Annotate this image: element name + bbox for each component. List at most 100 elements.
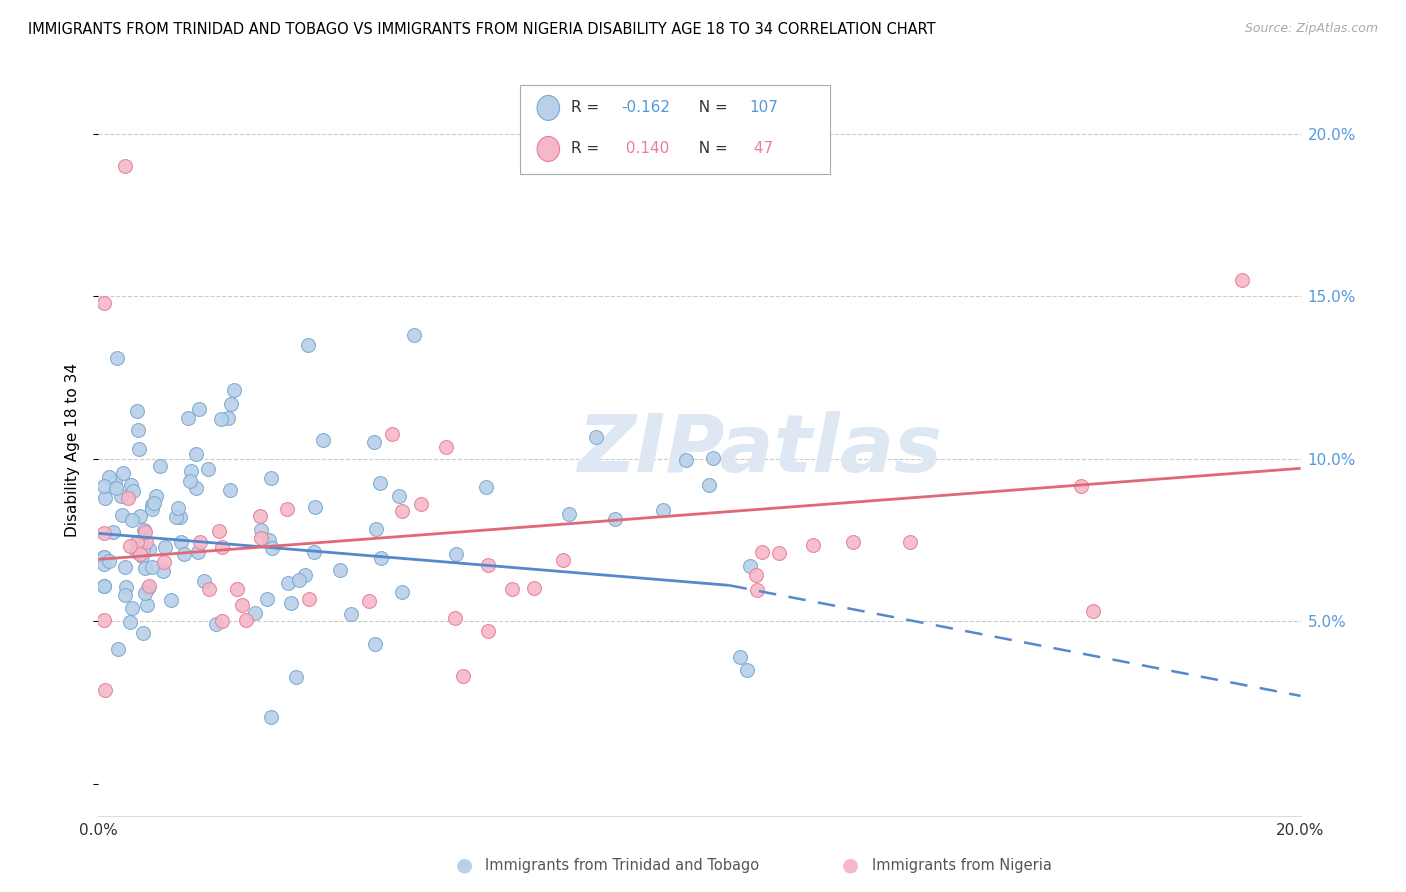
Point [101,525,124,540]
Point [94,683,117,698]
Point [276,501,298,516]
Point [231,598,253,612]
Point [105,351,128,365]
Point [134,524,156,539]
Point [297,337,319,351]
Point [388,489,411,503]
Point [184,448,207,462]
Point [125,404,148,418]
Point [304,500,326,515]
Point [93,558,115,572]
Point [211,540,233,554]
Point [288,574,311,588]
Point [277,575,299,590]
Point [477,558,499,572]
Point [585,430,607,444]
Point [97,554,120,568]
Point [120,478,142,492]
Point [211,615,233,629]
Point [121,513,143,527]
Point [357,594,380,608]
Point [475,480,498,494]
Point [898,535,921,549]
Point [260,470,283,484]
Point [768,546,790,560]
Point [235,613,257,627]
Point [135,535,157,549]
Point [501,582,523,596]
Text: 107: 107 [749,101,779,115]
Point [285,670,308,684]
Point [93,578,115,592]
Point [132,626,155,640]
Point [152,564,174,578]
Point [179,474,201,488]
Point [730,649,752,664]
Point [120,539,142,553]
Point [118,615,141,630]
Point [138,542,160,557]
Point [145,489,167,503]
Point [249,523,271,537]
Point [167,501,190,516]
Point [444,547,467,561]
Point [141,502,163,516]
Point [404,328,426,343]
Point [128,442,150,456]
Point [149,459,172,474]
Point [184,481,207,495]
Point [110,490,132,504]
Point [129,547,152,561]
Point [93,295,115,310]
Point [1230,273,1253,287]
Point [97,470,120,484]
Point [259,533,281,547]
Point [131,533,153,547]
Y-axis label: Disability Age 18 to 34: Disability Age 18 to 34 [65,363,80,538]
Point [224,384,246,398]
Point [176,410,198,425]
Point [93,479,115,493]
Text: 0.140: 0.140 [621,142,669,156]
Point [132,541,155,556]
Point [738,559,761,574]
Point [391,584,413,599]
Point [219,397,242,411]
Point [735,663,758,677]
Point [93,525,115,540]
Point [94,491,117,505]
Point [553,553,575,567]
Point [370,550,392,565]
Text: ●: ● [842,855,859,875]
Point [117,491,139,505]
Point [249,509,271,524]
Point [173,547,195,561]
Point [391,504,413,518]
Point [197,462,219,476]
Point [141,498,163,512]
Point [280,596,302,610]
Point [329,563,352,577]
Point [744,567,766,582]
Point [114,159,136,173]
Point [217,411,239,425]
Point [260,710,283,724]
Point [312,433,335,447]
Point [129,508,152,523]
Point [187,545,209,559]
Text: Immigrants from Trinidad and Tobago: Immigrants from Trinidad and Tobago [485,858,759,872]
Point [180,464,202,478]
Point [131,549,153,563]
Point [93,613,115,627]
Point [205,617,228,632]
Point [152,555,174,569]
Point [93,550,115,565]
Point [751,545,773,559]
Point [132,523,155,537]
Point [93,579,115,593]
Point [208,524,231,538]
Point [434,441,457,455]
Point [557,507,579,521]
Point [803,538,825,552]
Point [138,579,160,593]
